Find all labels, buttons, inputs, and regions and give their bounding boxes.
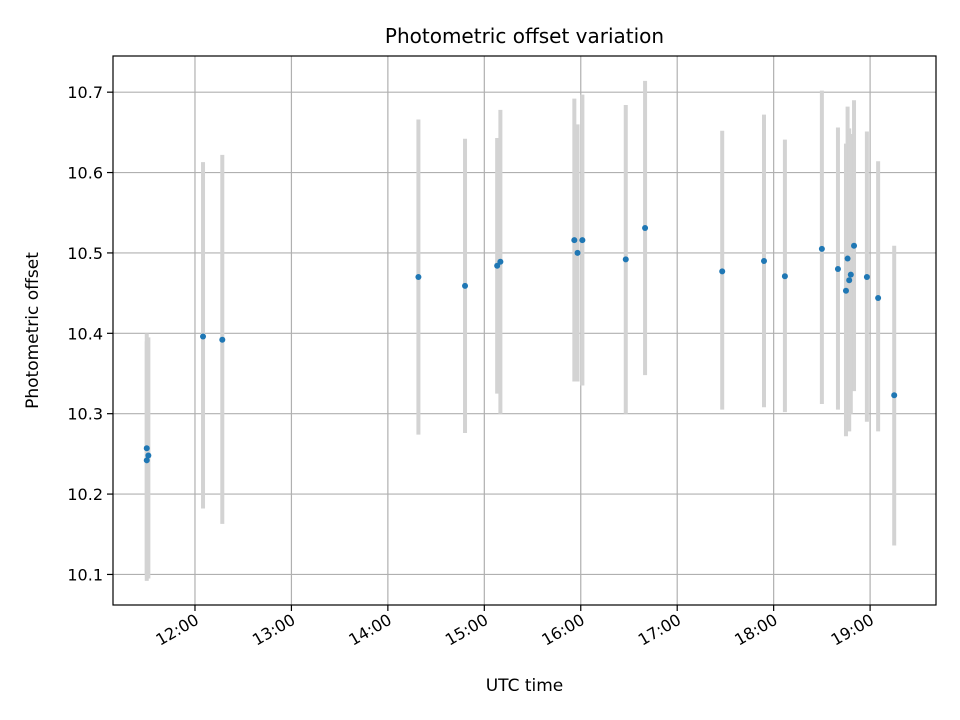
data-point [622,256,629,263]
y-axis-label: Photometric offset [23,252,43,409]
data-point [642,225,649,232]
data-point [571,237,578,244]
data-point [844,255,851,262]
data-point [579,237,586,244]
data-point [143,445,150,452]
x-axis-label: UTC time [486,676,564,696]
data-point [891,392,898,399]
grid [113,56,936,605]
data-point [143,457,150,464]
data-point [200,333,207,340]
data-point [818,245,825,252]
y-tick-label: 10.5 [67,244,103,263]
y-tick-label: 10.3 [67,405,103,424]
y-tick-label: 10.7 [67,83,103,102]
data-point [863,274,870,281]
data-point [761,257,768,264]
y-tick-label: 10.1 [67,565,103,584]
y-tick-label: 10.4 [67,324,103,343]
data-point [574,249,581,256]
data-point [847,271,854,278]
plot-frame [112,55,937,606]
data-point [719,268,726,275]
data-point [145,452,152,459]
chart-title: Photometric offset variation [385,24,664,48]
data-point [462,282,469,289]
data-point [415,274,422,281]
data-point [846,277,853,284]
data-point [219,336,226,343]
data-point [842,287,849,294]
data-points [143,225,898,464]
data-point [834,266,841,273]
data-point [494,262,501,269]
y-tick-label: 10.2 [67,485,103,504]
data-point [781,273,788,280]
data-point [497,258,504,265]
data-point [875,294,882,301]
data-point [851,242,858,249]
y-tick-label: 10.6 [67,164,103,183]
